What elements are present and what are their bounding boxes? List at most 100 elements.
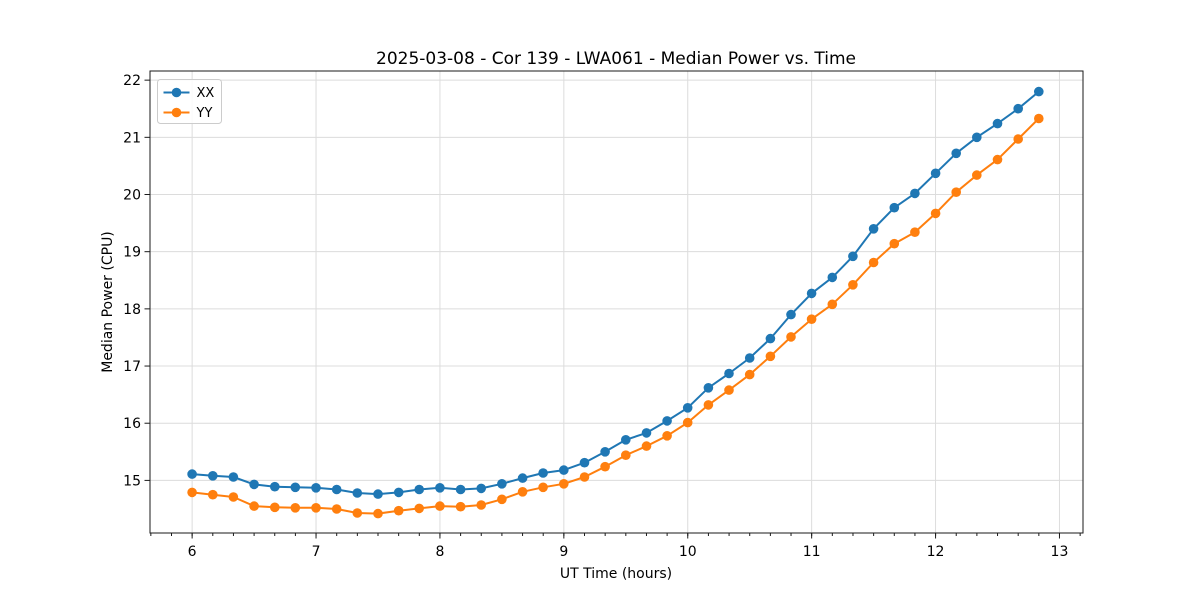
series-YY-point bbox=[290, 503, 301, 513]
series-YY-point bbox=[476, 500, 487, 510]
series-YY-point bbox=[972, 170, 982, 180]
series-YY-point bbox=[868, 257, 879, 268]
series-YY-point bbox=[331, 504, 342, 514]
legend-sample-marker-YY bbox=[171, 107, 182, 118]
series-XX-point bbox=[682, 403, 693, 413]
legend-label-XX: XX bbox=[197, 86, 215, 101]
series-YY-point bbox=[187, 487, 197, 498]
series-XX-point bbox=[290, 482, 301, 493]
series-XX-point bbox=[497, 479, 507, 489]
y-tick-label-21: 21 bbox=[123, 130, 141, 146]
series-XX-point bbox=[435, 483, 445, 493]
series-XX-point bbox=[414, 484, 425, 495]
y-tick-label-16: 16 bbox=[123, 416, 141, 432]
series-XX-point bbox=[848, 251, 858, 262]
x-tick-label-13: 13 bbox=[1051, 544, 1069, 560]
series-XX-point bbox=[827, 272, 838, 283]
y-tick-label-18: 18 bbox=[123, 302, 141, 318]
series-XX-point bbox=[641, 428, 652, 438]
series-YY-point bbox=[393, 505, 404, 516]
series-XX-point bbox=[951, 148, 961, 159]
series-YY-point bbox=[435, 501, 445, 511]
series-XX-point bbox=[806, 288, 817, 299]
series-YY-point bbox=[559, 479, 569, 489]
series-YY-point bbox=[641, 441, 652, 451]
series-YY-point bbox=[765, 351, 776, 362]
series-YY-point bbox=[682, 417, 693, 428]
series-XX-point bbox=[393, 487, 404, 498]
series-YY-point bbox=[311, 503, 321, 513]
series-XX-line bbox=[191, 90, 1040, 496]
series-XX-point bbox=[786, 309, 796, 320]
series-XX-point bbox=[270, 481, 280, 492]
series-YY-point bbox=[208, 489, 218, 500]
series-XX-point bbox=[352, 488, 363, 498]
series-YY-point bbox=[662, 431, 672, 441]
series-XX-point bbox=[455, 484, 466, 495]
series-XX-point bbox=[208, 471, 218, 481]
x-tick-label-7: 7 bbox=[312, 544, 321, 560]
series-XX-point bbox=[703, 383, 714, 393]
series-XX-point bbox=[972, 132, 982, 143]
series-YY-point bbox=[786, 332, 796, 342]
series-XX-point bbox=[910, 188, 920, 199]
series-YY-point bbox=[1013, 134, 1023, 144]
y-tick-label-15: 15 bbox=[123, 473, 141, 489]
series-YY-point bbox=[579, 472, 590, 482]
x-tick-label-12: 12 bbox=[927, 544, 945, 560]
series-YY-point bbox=[270, 502, 280, 513]
series-YY-point bbox=[621, 450, 631, 461]
series-XX-point bbox=[228, 472, 239, 482]
x-tick-label-6: 6 bbox=[188, 544, 197, 560]
series-XX-point bbox=[992, 118, 1003, 129]
series-YY-point bbox=[228, 492, 239, 502]
series-YY-point bbox=[1034, 113, 1044, 124]
series-XX-point bbox=[187, 469, 197, 479]
series-YY-point bbox=[724, 385, 734, 395]
series-YY-point bbox=[703, 400, 714, 410]
series-XX-point bbox=[1034, 86, 1044, 97]
series-XX-point bbox=[1013, 103, 1023, 114]
y-tick-label-20: 20 bbox=[123, 188, 141, 204]
series-YY-point bbox=[352, 508, 363, 518]
x-tick-label-8: 8 bbox=[435, 544, 444, 560]
series-YY-point bbox=[951, 187, 961, 197]
series-XX-point bbox=[517, 473, 528, 483]
x-tick-label-11: 11 bbox=[803, 544, 821, 560]
x-axis-label: UT Time (hours) bbox=[560, 566, 672, 582]
series-XX-point bbox=[538, 468, 548, 478]
series-YY-point bbox=[930, 208, 941, 219]
series-YY-point bbox=[497, 494, 507, 505]
series-YY-point bbox=[827, 299, 838, 310]
series-XX-point bbox=[373, 489, 383, 499]
series-YY-point bbox=[848, 280, 858, 290]
series-XX-point bbox=[744, 353, 755, 363]
series-XX-point bbox=[621, 435, 631, 445]
series-XX-point bbox=[579, 457, 590, 468]
series-YY-point bbox=[600, 461, 610, 472]
series-XX-point bbox=[724, 368, 734, 379]
series-XX-point bbox=[662, 416, 672, 426]
x-tick-label-10: 10 bbox=[679, 544, 697, 560]
x-tick-label-9: 9 bbox=[559, 544, 568, 560]
y-tick-label-22: 22 bbox=[123, 73, 141, 89]
y-tick-label-17: 17 bbox=[123, 359, 141, 375]
series-YY-point bbox=[373, 508, 383, 519]
series-YY-point bbox=[455, 501, 466, 512]
series-XX-point bbox=[311, 483, 321, 493]
chart-title: 2025-03-08 - Cor 139 - LWA061 - Median P… bbox=[376, 49, 856, 69]
series-XX-point bbox=[930, 168, 941, 179]
y-axis-label: Median Power (CPU) bbox=[100, 231, 116, 373]
legend-sample-marker-XX bbox=[171, 87, 182, 98]
series-XX-point bbox=[868, 224, 879, 234]
series-XX-point bbox=[765, 333, 776, 344]
series-YY-point bbox=[889, 238, 900, 249]
legend-label-YY: YY bbox=[196, 106, 213, 121]
legend: XX YY bbox=[157, 79, 222, 124]
series-YY-point bbox=[414, 503, 425, 514]
series-XX-point bbox=[600, 447, 610, 457]
series-YY-point bbox=[806, 314, 817, 325]
series-XX-point bbox=[476, 483, 487, 494]
